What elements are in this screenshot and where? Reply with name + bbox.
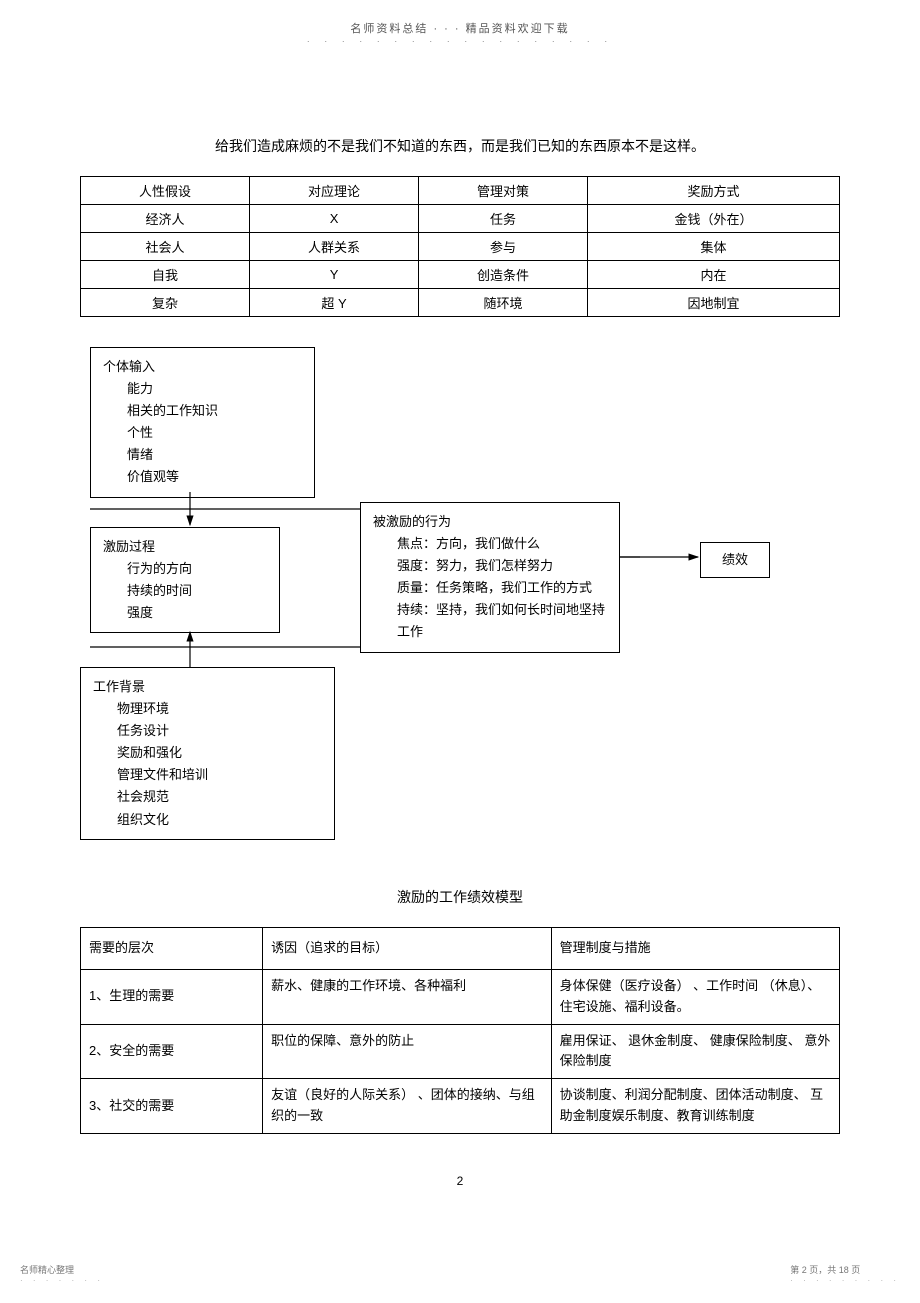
th: 诱因（追求的目标） [263, 928, 551, 970]
table-row: 2、安全的需要 职位的保障、意外的防止 雇用保证、 退休金制度、 健康保险制度、… [81, 1024, 840, 1079]
footer-right-text: 第 2 页，共 18 页 [790, 1263, 900, 1276]
header-dots: · · · · · · · · · · · · · · · · · · [80, 36, 840, 46]
box-title: 激励过程 [103, 536, 267, 558]
box-title: 被激励的行为 [373, 511, 607, 533]
box-item: 持续：坚持，我们如何长时间地坚持工作 [397, 599, 607, 643]
th: 管理对策 [419, 177, 588, 205]
table-needs: 需要的层次 诱因（追求的目标） 管理制度与措施 1、生理的需要 薪水、健康的工作… [80, 927, 840, 1134]
box-title: 工作背景 [93, 676, 322, 698]
box-item: 行为的方向 [127, 558, 267, 580]
box-individual-input: 个体输入 能力 相关的工作知识 个性 情绪 价值观等 [90, 347, 315, 498]
page: 名师资料总结 · · · 精品资料欢迎下载 · · · · · · · · · … [0, 0, 920, 1303]
box-title: 个体输入 [103, 356, 302, 378]
td: 社会人 [81, 233, 250, 261]
box-item: 社会规范 [117, 786, 322, 808]
table-row: 经济人 X 任务 金钱（外在） [81, 205, 840, 233]
page-number: 2 [80, 1174, 840, 1188]
td: 人群关系 [250, 233, 419, 261]
box-item: 质量：任务策略，我们工作的方式 [397, 577, 607, 599]
th: 管理制度与措施 [551, 928, 839, 970]
td: 内在 [588, 261, 840, 289]
td: 友谊（良好的人际关系） 、团体的接纳、与组织的一致 [263, 1079, 551, 1134]
td: 经济人 [81, 205, 250, 233]
footer-left-dots: · · · · · · · [20, 1276, 104, 1285]
box-item: 管理文件和培训 [117, 764, 322, 786]
box-motivated-behavior: 被激励的行为 焦点：方向，我们做什么 强度：努力，我们怎样努力 质量：任务策略，… [360, 502, 620, 653]
td: 3、社交的需要 [81, 1079, 263, 1134]
td: 协谈制度、利润分配制度、团体活动制度、 互助金制度娱乐制度、教育训练制度 [551, 1079, 839, 1134]
box-item: 奖励和强化 [117, 742, 322, 764]
td: 因地制宜 [588, 289, 840, 317]
td: Y [250, 261, 419, 289]
box-item: 焦点：方向，我们做什么 [397, 533, 607, 555]
table-row: 社会人 人群关系 参与 集体 [81, 233, 840, 261]
box-item: 情绪 [127, 444, 302, 466]
th: 需要的层次 [81, 928, 263, 970]
td: 雇用保证、 退休金制度、 健康保险制度、 意外保险制度 [551, 1024, 839, 1079]
td: 身体保健（医疗设备） 、工作时间 （休息）、住宅设施、福利设备。 [551, 970, 839, 1025]
box-item: 物理环境 [117, 698, 322, 720]
table-human-assumption: 人性假设 对应理论 管理对策 奖励方式 经济人 X 任务 金钱（外在） 社会人 … [80, 176, 840, 317]
box-item: 个性 [127, 422, 302, 444]
td: 随环境 [419, 289, 588, 317]
td: 1、生理的需要 [81, 970, 263, 1025]
td: 金钱（外在） [588, 205, 840, 233]
td: 自我 [81, 261, 250, 289]
box-work-context: 工作背景 物理环境 任务设计 奖励和强化 管理文件和培训 社会规范 组织文化 [80, 667, 335, 840]
td: 薪水、健康的工作环境、各种福利 [263, 970, 551, 1025]
footer-right: 第 2 页，共 18 页 · · · · · · · · · [790, 1263, 900, 1285]
box-outcome: 绩效 [700, 542, 770, 578]
box-item: 强度：努力，我们怎样努力 [397, 555, 607, 577]
box-item: 任务设计 [117, 720, 322, 742]
box-item: 持续的时间 [127, 580, 267, 602]
th: 对应理论 [250, 177, 419, 205]
table-row: 1、生理的需要 薪水、健康的工作环境、各种福利 身体保健（医疗设备） 、工作时间… [81, 970, 840, 1025]
box-item: 强度 [127, 602, 267, 624]
th: 人性假设 [81, 177, 250, 205]
intro-text: 给我们造成麻烦的不是我们不知道的东西，而是我们已知的东西原本不是这样。 [80, 136, 840, 156]
box-motivation-process: 激励过程 行为的方向 持续的时间 强度 [90, 527, 280, 633]
box-item: 价值观等 [127, 466, 302, 488]
footer-right-dots: · · · · · · · · · [790, 1276, 900, 1285]
td: 2、安全的需要 [81, 1024, 263, 1079]
table-row: 3、社交的需要 友谊（良好的人际关系） 、团体的接纳、与组织的一致 协谈制度、利… [81, 1079, 840, 1134]
table-row: 人性假设 对应理论 管理对策 奖励方式 [81, 177, 840, 205]
box-item: 相关的工作知识 [127, 400, 302, 422]
table-row: 需要的层次 诱因（追求的目标） 管理制度与措施 [81, 928, 840, 970]
motivation-diagram: 个体输入 能力 相关的工作知识 个性 情绪 价值观等 激励过程 行为的方向 持续… [80, 347, 840, 867]
table-row: 自我 Y 创造条件 内在 [81, 261, 840, 289]
footer-left: 名师精心整理 · · · · · · · [20, 1263, 104, 1285]
td: 任务 [419, 205, 588, 233]
box-item: 能力 [127, 378, 302, 400]
td: X [250, 205, 419, 233]
table-row: 复杂 超 Y 随环境 因地制宜 [81, 289, 840, 317]
page-header: 名师资料总结 · · · 精品资料欢迎下载 · · · · · · · · · … [80, 20, 840, 46]
box-item: 组织文化 [117, 809, 322, 831]
th: 奖励方式 [588, 177, 840, 205]
td: 复杂 [81, 289, 250, 317]
td: 职位的保障、意外的防止 [263, 1024, 551, 1079]
header-line1: 名师资料总结 · · · 精品资料欢迎下载 [80, 20, 840, 36]
diagram-caption: 激励的工作绩效模型 [80, 887, 840, 907]
td: 集体 [588, 233, 840, 261]
td: 超 Y [250, 289, 419, 317]
td: 参与 [419, 233, 588, 261]
footer-left-text: 名师精心整理 [20, 1263, 104, 1276]
td: 创造条件 [419, 261, 588, 289]
outcome-label: 绩效 [722, 552, 748, 567]
